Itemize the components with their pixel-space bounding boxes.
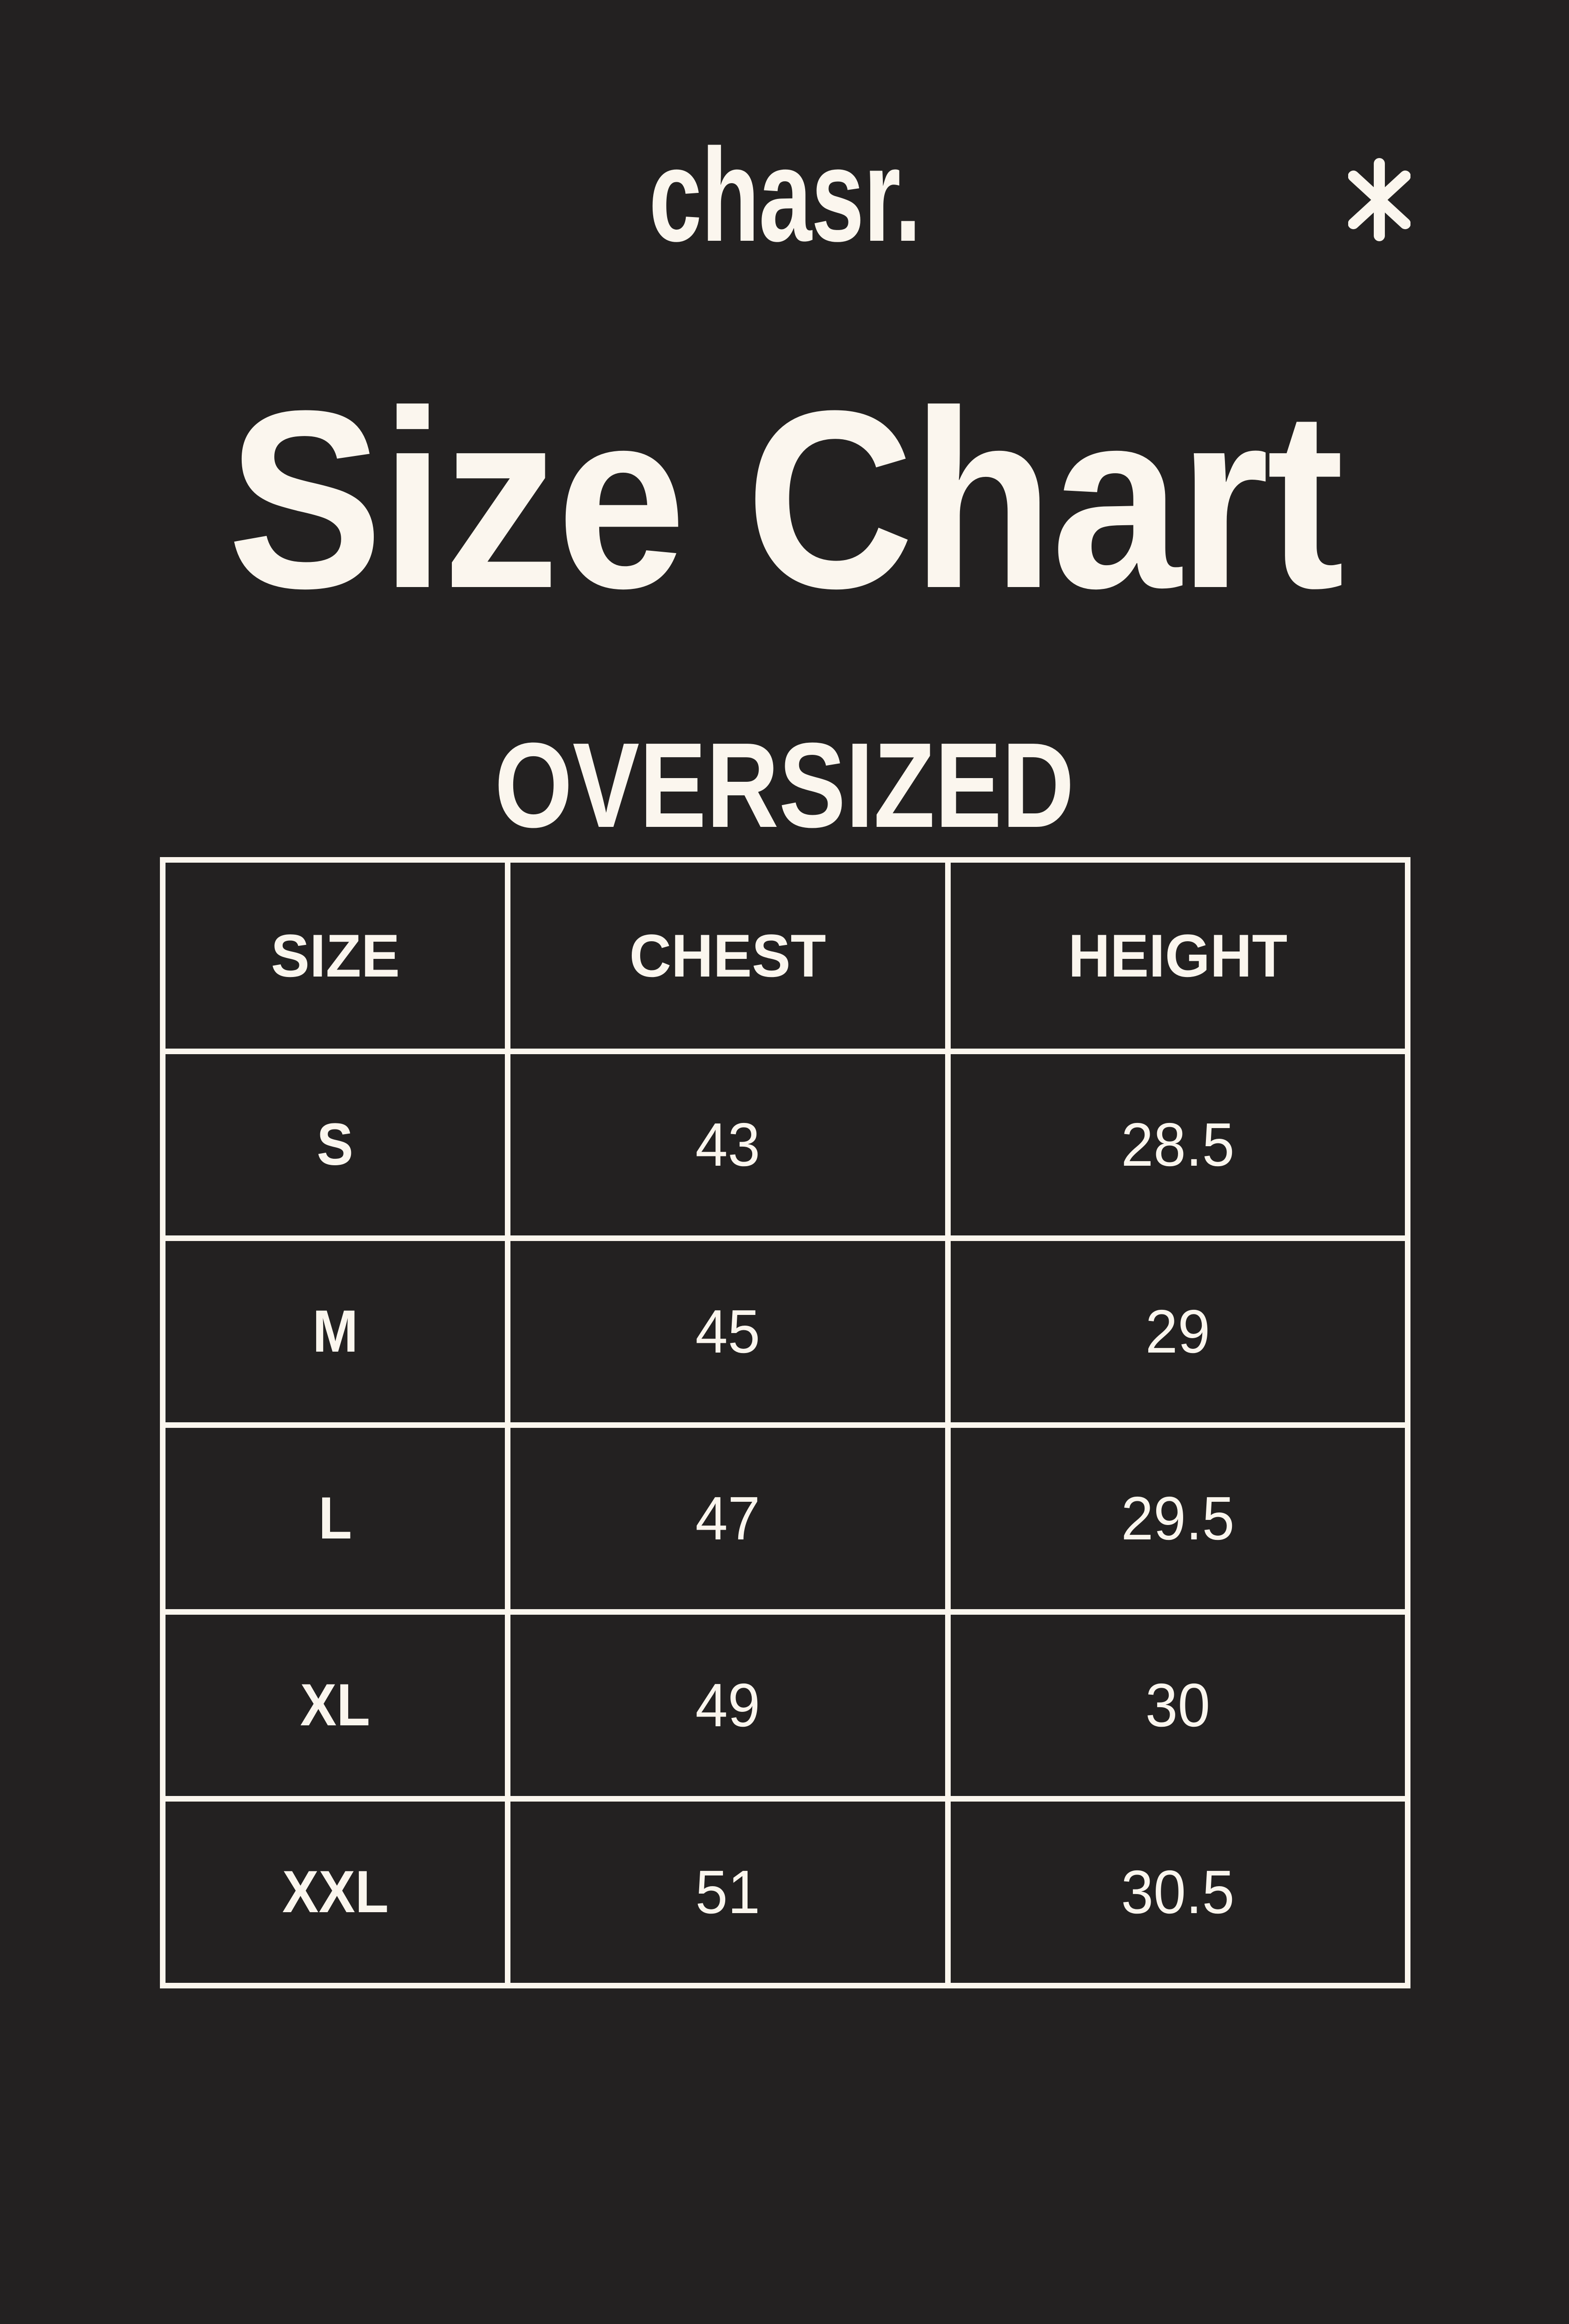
height-value: 30.5 bbox=[1121, 1858, 1235, 1926]
height-value: 30 bbox=[1145, 1671, 1211, 1739]
size-value: M bbox=[312, 1298, 358, 1365]
cell-size: L bbox=[166, 1428, 505, 1609]
header-cell-size: SIZE bbox=[166, 863, 505, 1049]
size-value: XL bbox=[300, 1672, 371, 1738]
header: chasr. bbox=[0, 129, 1569, 261]
cell-size: M bbox=[166, 1241, 505, 1422]
cell-chest: 43 bbox=[510, 1054, 945, 1235]
chest-value: 49 bbox=[695, 1671, 761, 1739]
size-table: SIZE CHEST HEIGHT S 43 28.5 M bbox=[160, 857, 1410, 1988]
cell-height: 30.5 bbox=[951, 1802, 1405, 1983]
subtitle-row: OVERSIZED bbox=[0, 716, 1569, 855]
cell-size: XXL bbox=[166, 1802, 505, 1983]
chest-value: 47 bbox=[695, 1484, 761, 1552]
column-label: CHEST bbox=[629, 922, 826, 990]
cell-height: 30 bbox=[951, 1615, 1405, 1796]
chest-value: 51 bbox=[695, 1858, 761, 1926]
cell-height: 28.5 bbox=[951, 1054, 1405, 1235]
page-title: Size Chart bbox=[227, 358, 1344, 641]
cell-size: S bbox=[166, 1054, 505, 1235]
cell-chest: 51 bbox=[510, 1802, 945, 1983]
cell-chest: 47 bbox=[510, 1428, 945, 1609]
column-label: HEIGHT bbox=[1068, 922, 1288, 990]
size-value: L bbox=[318, 1485, 352, 1552]
size-value: XXL bbox=[282, 1859, 389, 1925]
cell-size: XL bbox=[166, 1615, 505, 1796]
cell-height: 29 bbox=[951, 1241, 1405, 1422]
size-value: S bbox=[317, 1111, 354, 1178]
height-value: 28.5 bbox=[1121, 1110, 1235, 1179]
asterisk-icon bbox=[1348, 158, 1410, 242]
chest-value: 45 bbox=[695, 1297, 761, 1366]
cell-height: 29.5 bbox=[951, 1428, 1405, 1609]
header-cell-height: HEIGHT bbox=[951, 863, 1405, 1049]
header-cell-chest: CHEST bbox=[510, 863, 945, 1049]
column-label: SIZE bbox=[271, 922, 400, 990]
title-row: Size Chart bbox=[0, 372, 1569, 627]
collection-label: OVERSIZED bbox=[494, 718, 1075, 853]
cell-chest: 49 bbox=[510, 1615, 945, 1796]
chest-value: 43 bbox=[695, 1110, 761, 1179]
height-value: 29.5 bbox=[1121, 1484, 1235, 1552]
height-value: 29 bbox=[1145, 1297, 1211, 1366]
cell-chest: 45 bbox=[510, 1241, 945, 1422]
brand-logo: chasr. bbox=[649, 121, 921, 269]
